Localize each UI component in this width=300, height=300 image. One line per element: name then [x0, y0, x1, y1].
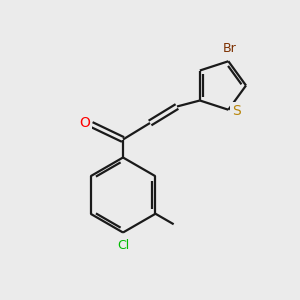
Text: O: O	[80, 116, 90, 130]
Text: S: S	[232, 104, 241, 118]
Text: Cl: Cl	[117, 238, 129, 252]
Text: Br: Br	[223, 42, 237, 55]
